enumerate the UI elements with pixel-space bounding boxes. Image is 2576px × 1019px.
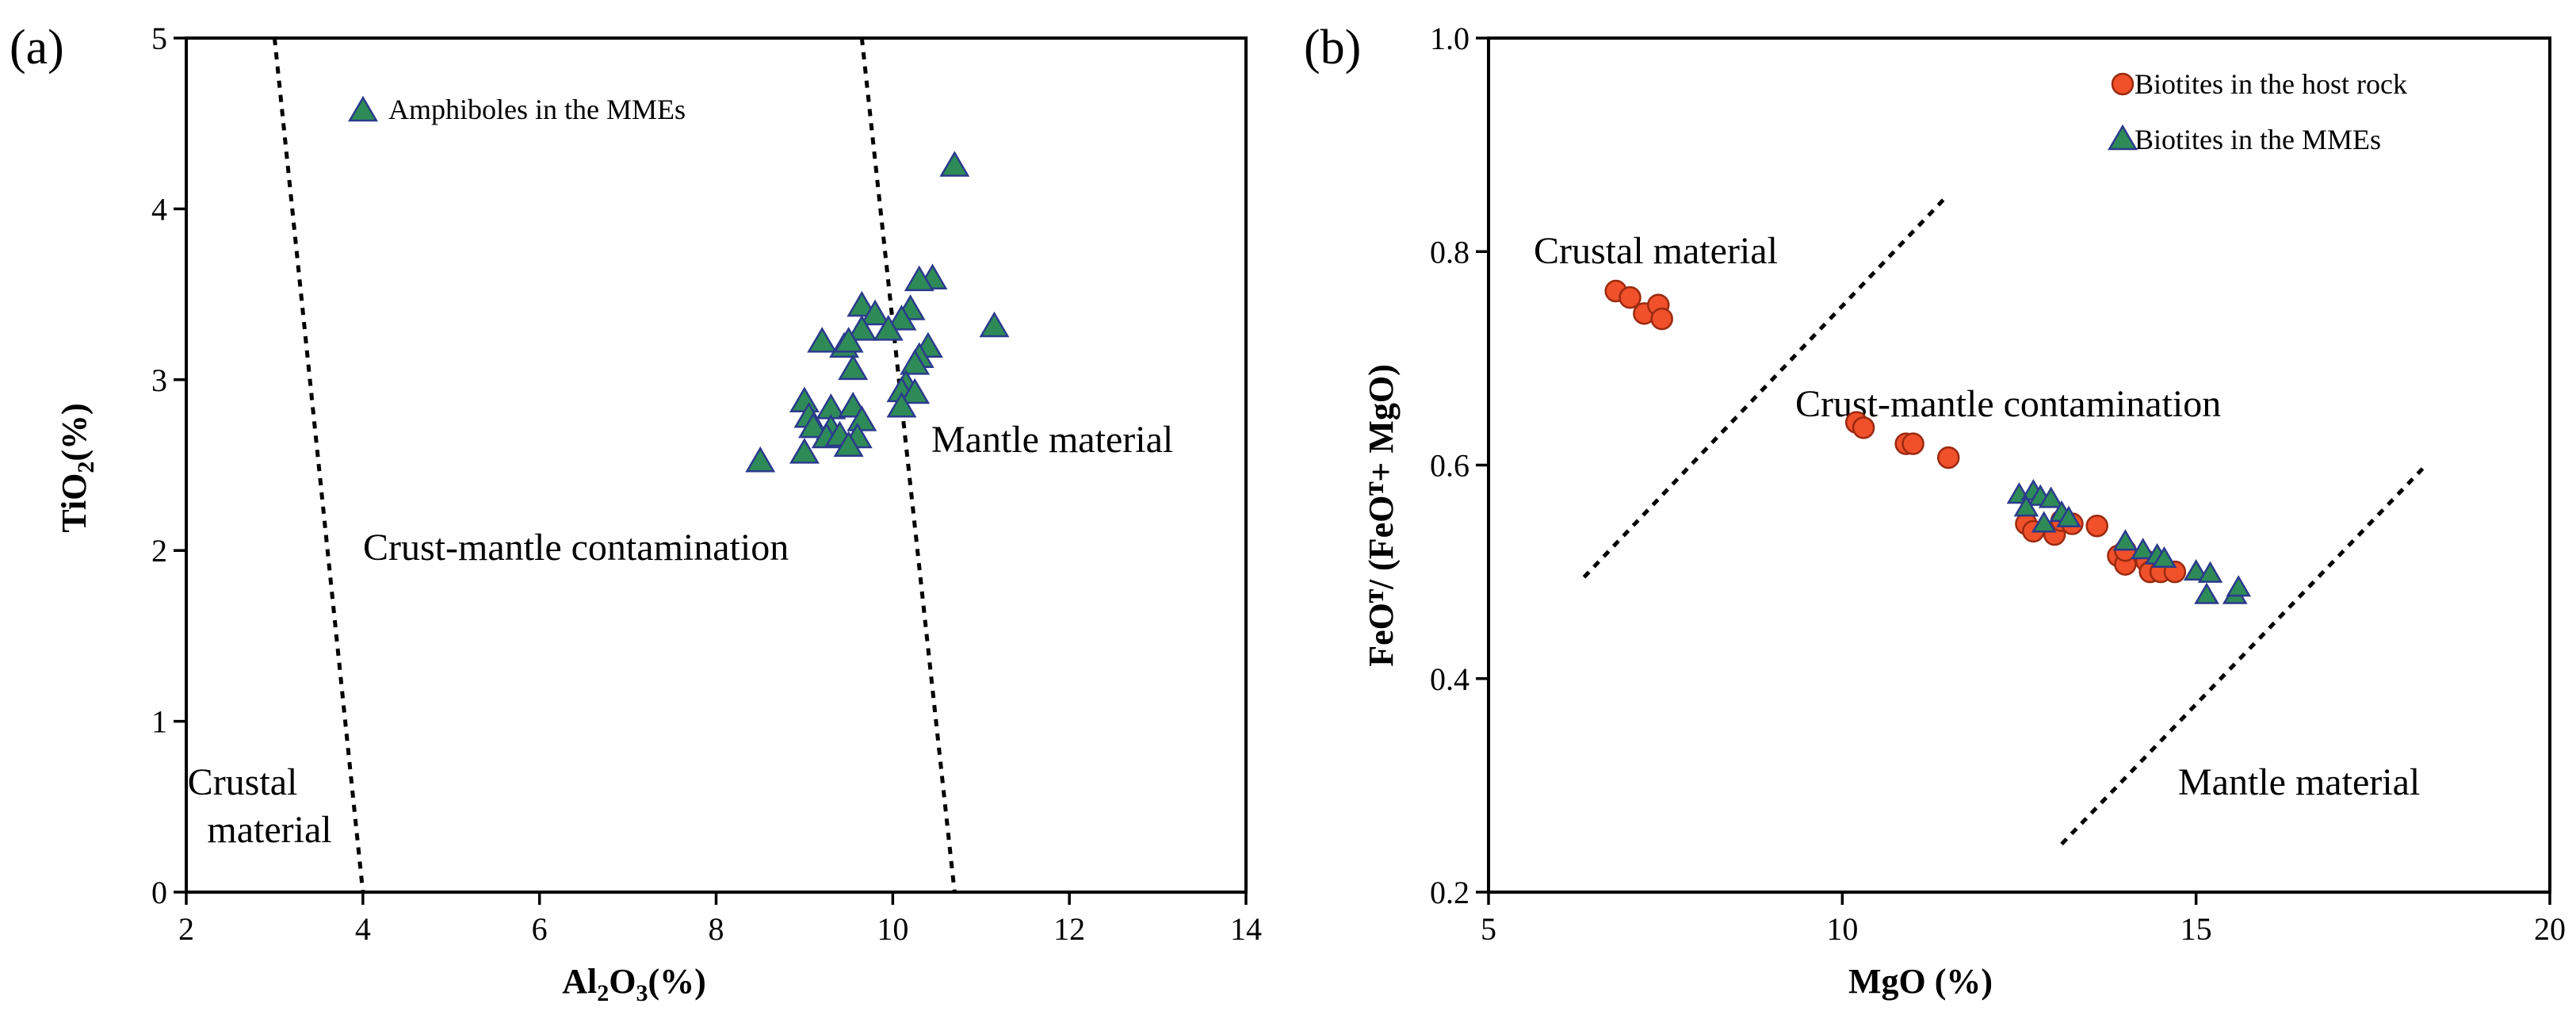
panel-b-legend-label-1: Biotites in the host rock <box>2135 68 2407 100</box>
x-tick-label: 10 <box>877 911 908 947</box>
panel-b-x-axis-title: MgO (%) <box>1848 962 1993 1001</box>
panel-b: (b) MgO (%) FeOᵀ/ (FeOᵀ+ MgO) Biotites i… <box>1304 21 2420 1001</box>
data-point-triangle <box>900 377 931 404</box>
panel-a-x-axis-title: Al2O3(%) <box>562 962 706 1006</box>
data-point-circle <box>1936 446 1960 469</box>
y-tick-label: 0 <box>151 875 167 910</box>
series-1 <box>745 151 1010 473</box>
y-tick-label: 2 <box>151 533 167 569</box>
y-tick-label: 5 <box>151 21 167 56</box>
legend-marker-triangle <box>2108 124 2138 151</box>
data-point-triangle <box>2130 538 2156 560</box>
data-point-triangle <box>2194 582 2219 604</box>
data-point-triangle <box>833 327 864 353</box>
legend-marker-circle <box>2111 72 2135 96</box>
plot-frame <box>185 36 1248 894</box>
panel-a-y-axis-title: TiO2(%) <box>55 403 99 532</box>
panel-a-region-crustal-line1: Crustal <box>188 761 298 803</box>
panel-a: (a) Al2O3(%) TiO2(%) Amphiboles in the M… <box>10 21 1173 1006</box>
data-point-triangle <box>745 446 776 473</box>
y-tick-label: 1 <box>151 704 167 740</box>
x-tick-label: 8 <box>709 911 724 947</box>
boundary-line-1 <box>272 37 365 893</box>
panel-b-legend <box>2108 72 2138 151</box>
panel-b-legend-label-2: Biotites in the MMEs <box>2135 124 2381 155</box>
data-point-triangle <box>900 349 931 375</box>
data-point-triangle <box>2112 529 2138 551</box>
data-point-circle <box>1619 285 1642 309</box>
y-tick-label: 0.2 <box>1430 875 1470 910</box>
boundary-line-2 <box>2060 463 2428 846</box>
y-tick-label: 0.6 <box>1430 448 1470 484</box>
data-point-circle <box>1650 307 1673 331</box>
data-point-triangle <box>886 305 917 331</box>
data-point-circle <box>1852 416 1875 439</box>
data-point-triangle <box>2183 558 2209 581</box>
y-tick-label: 4 <box>151 191 167 227</box>
data-point-triangle <box>833 431 864 458</box>
x-tick-label: 5 <box>1481 911 1496 947</box>
x-tick-label: 2 <box>178 911 194 947</box>
data-point-triangle <box>886 391 917 418</box>
data-point-circle <box>1901 432 1924 455</box>
series-1 <box>1604 279 2187 584</box>
data-point-circle <box>2085 514 2108 538</box>
y-tick-label: 3 <box>151 362 167 398</box>
data-point-triangle <box>2226 575 2252 597</box>
data-point-triangle <box>860 299 891 326</box>
panel-a-label: (a) <box>10 21 64 75</box>
x-tick-label: 6 <box>532 911 548 947</box>
panel-b-region-crustal: Crustal material <box>1534 230 1778 272</box>
data-point-triangle <box>789 438 820 464</box>
x-tick-label: 12 <box>1053 911 1085 947</box>
panel-b-y-axis-title: FeOᵀ/ (FeOᵀ+ MgO) <box>1362 364 1401 667</box>
data-point-triangle <box>789 386 820 413</box>
panel-a-region-contamination: Crust-mantle contamination <box>363 527 789 569</box>
data-point-triangle <box>873 315 904 341</box>
data-point-triangle <box>838 354 869 381</box>
panel-b-region-mantle: Mantle material <box>2178 761 2420 803</box>
y-tick-label: 1.0 <box>1430 21 1470 56</box>
data-point-triangle <box>2038 486 2064 508</box>
data-point-triangle <box>904 265 934 292</box>
panel-a-region-crustal-line2: material <box>207 809 331 851</box>
data-point-triangle <box>2013 495 2039 517</box>
boundary-line-1 <box>1582 197 1947 579</box>
x-tick-label: 4 <box>355 911 371 947</box>
y-tick-label: 0.8 <box>1430 234 1470 270</box>
x-tick-label: 15 <box>2180 911 2212 947</box>
data-point-triangle <box>2056 505 2081 527</box>
panel-b-plot: 5 10 15 20 0.2 0.4 0.6 0.8 1.0 <box>1430 21 2566 947</box>
data-point-triangle <box>847 315 877 341</box>
data-point-triangle <box>798 412 829 439</box>
panel-a-legend-label: Amphiboles in the MMEs <box>388 94 686 125</box>
boundary-line-2 <box>859 37 957 893</box>
series-2 <box>2006 479 2252 604</box>
x-tick-label: 20 <box>2534 911 2566 947</box>
data-point-triangle <box>807 327 838 353</box>
x-tick-label: 10 <box>1826 911 1858 947</box>
data-point-triangle <box>979 311 1010 338</box>
data-point-triangle <box>939 151 970 177</box>
data-point-triangle <box>2031 511 2057 533</box>
x-tick-label: 14 <box>1230 911 1262 947</box>
panel-b-label: (b) <box>1304 21 1361 75</box>
data-point-triangle <box>2151 546 2177 568</box>
y-tick-label: 0.4 <box>1430 661 1470 697</box>
legend-marker-triangle <box>348 95 378 122</box>
panel-a-region-mantle: Mantle material <box>931 419 1173 461</box>
panel-a-legend <box>348 95 378 122</box>
data-point-triangle <box>2197 561 2223 583</box>
